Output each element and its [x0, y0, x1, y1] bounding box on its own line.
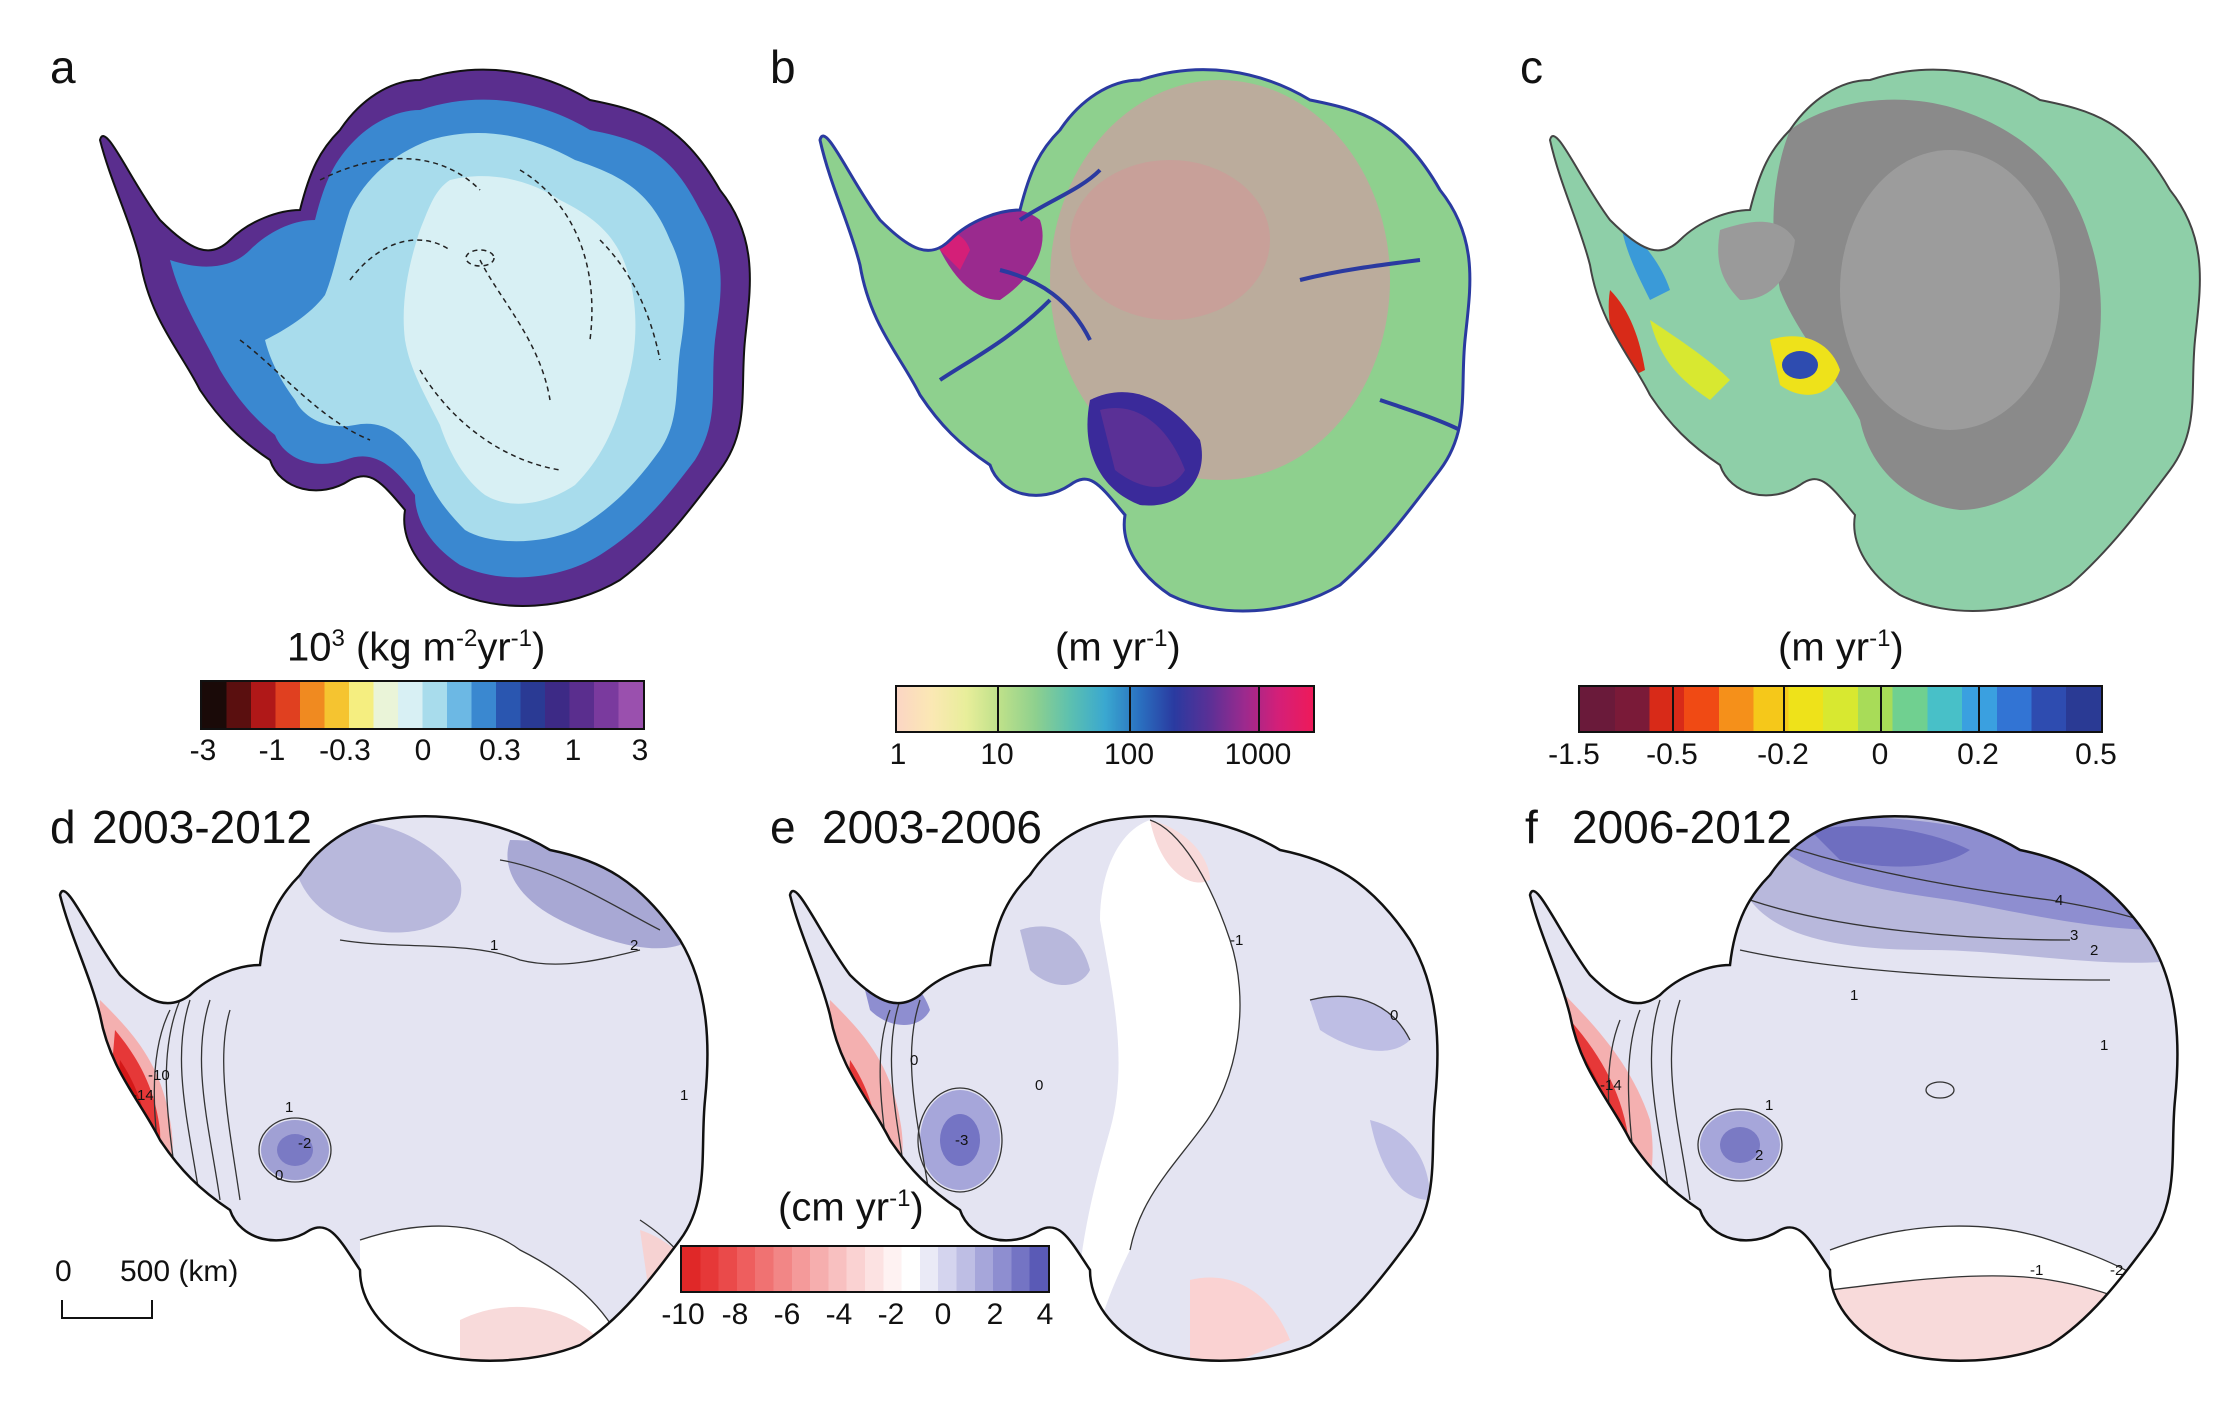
tick-label: -0.5 [1646, 738, 1698, 771]
contour-label: -14 [132, 1087, 154, 1104]
unit-sup: -1 [1869, 625, 1891, 652]
unit-text: ) [1167, 625, 1181, 670]
tick-label: -2 [877, 1298, 905, 1331]
tick-label: 0 [414, 734, 432, 767]
tick-label: 100 [1103, 738, 1155, 771]
panel-b-unit: (m yr-1) [1055, 625, 1181, 670]
tick-label: 1 [889, 738, 907, 771]
tick-label: 4 [1036, 1298, 1054, 1331]
panel-e-title: 2003-2006 [822, 801, 1042, 853]
colorbar-tick-line [1880, 685, 1882, 733]
tick-label: -0.2 [1757, 738, 1809, 771]
contour-label: -2 [298, 1135, 311, 1152]
unit-text: (m yr [1055, 625, 1147, 670]
panel-a-map [99, 68, 751, 608]
tick-label: -4 [825, 1298, 853, 1331]
tick-label: 0.2 [1957, 738, 1999, 771]
panel-c-unit: (m yr-1) [1778, 625, 1904, 670]
contour-label: -2 [2110, 1262, 2123, 1279]
unit-sup: -2 [455, 625, 478, 652]
scale-bar-label: 500 (km) [120, 1255, 239, 1288]
scale-bar [61, 1300, 153, 1319]
contour-label: 4 [2055, 892, 2063, 909]
colorbar-tick-line [997, 685, 999, 733]
unit-text: (m yr [1778, 625, 1870, 670]
contour-label: -14 [1600, 1077, 1622, 1094]
contour-label: 1 [285, 1099, 293, 1116]
unit-sup: -1 [1146, 625, 1168, 652]
tick-label: 0.3 [479, 734, 521, 767]
unit-sup: -1 [510, 625, 532, 652]
unit-text: yr [477, 625, 511, 670]
unit-text: ) [532, 625, 546, 670]
contour-label: -1 [1230, 932, 1243, 949]
colorbar-tick-line [1672, 685, 1674, 733]
tick-label: 1 [564, 734, 582, 767]
panel-b-letter: b [770, 41, 796, 93]
tick-label: 1000 [1224, 738, 1292, 771]
panel-f-map: -14 -20 2 1 1 4 3 2 1 -1 -2 [1528, 815, 2179, 1362]
tick-label: -6 [773, 1298, 801, 1331]
contour-label: -1 [2030, 1262, 2043, 1279]
contour-label: 2 [2090, 942, 2098, 959]
panel-c-letter: c [1520, 41, 1543, 93]
unit-text: (cm yr [778, 1185, 890, 1230]
tick-label: -10 [661, 1298, 705, 1331]
contour-label: 2 [1755, 1147, 1763, 1164]
tick-label: -1 [258, 734, 286, 767]
colorbar-tick-line [1978, 685, 1980, 733]
contour-label: 1 [1850, 987, 1858, 1004]
colorbar-tick-line [1129, 685, 1131, 733]
tick-label: 3 [631, 734, 649, 767]
tick-label: 2 [986, 1298, 1004, 1331]
contour-label: 3 [2070, 927, 2078, 944]
scale-bar-zero: 0 [55, 1255, 72, 1288]
unit-text: ) [1890, 625, 1904, 670]
panel-e-map: -6 0 -3 -1 0 0 [788, 815, 1439, 1362]
contour-label: 1 [680, 1087, 688, 1104]
tick-label: 0.5 [2075, 738, 2117, 771]
panel-d-letter: d [50, 801, 76, 853]
panel-a-colorbar [200, 680, 645, 730]
contour-label: 0 [275, 1167, 283, 1184]
panel-c-map [1549, 68, 2201, 613]
unit-text: ) [910, 1185, 924, 1230]
panel-b-map [818, 68, 1472, 613]
contour-label: 1 [490, 937, 498, 954]
panel-a-unit: 103 (kg m-2yr-1) [287, 625, 545, 670]
contour-label: -10 [148, 1067, 170, 1084]
colorbar-tick-line [1783, 685, 1785, 733]
panel-e-letter: e [770, 801, 796, 853]
tick-label: 0 [1871, 738, 1889, 771]
contour-label: 0 [910, 1052, 918, 1069]
tick-label: -1.5 [1548, 738, 1600, 771]
bottom-colorbar-unit: (cm yr-1) [778, 1185, 924, 1230]
panel-d-title: 2003-2012 [92, 801, 312, 853]
contour-label: 1 [1765, 1097, 1773, 1114]
tick-label: -8 [721, 1298, 749, 1331]
contour-label: 1 [2100, 1037, 2108, 1054]
panel-f-title: 2006-2012 [1572, 801, 1792, 853]
tick-label: 10 [980, 738, 1014, 771]
panel-b-colorbar [895, 685, 1315, 733]
unit-text: 10 [287, 625, 332, 670]
colorbar-tick-line [1258, 685, 1260, 733]
panel-f-letter: f [1525, 801, 1538, 853]
tick-label: -3 [189, 734, 217, 767]
panel-d-map: -14 -10 -2 0 1 2 1 1 [58, 815, 709, 1362]
contour-label: 0 [1035, 1077, 1043, 1094]
contour-label: 0 [1390, 1007, 1398, 1024]
panel-c-colorbar [1578, 685, 2103, 733]
unit-sup: -1 [889, 1185, 911, 1212]
unit-sup: 3 [331, 625, 345, 652]
panel-a-letter: a [50, 41, 76, 93]
contour-label: -3 [955, 1132, 968, 1149]
bottom-colorbar [680, 1245, 1050, 1293]
unit-text: (kg m [344, 625, 456, 670]
tick-label: -0.3 [319, 734, 371, 767]
tick-label: 0 [934, 1298, 952, 1331]
contour-label: 2 [630, 937, 638, 954]
